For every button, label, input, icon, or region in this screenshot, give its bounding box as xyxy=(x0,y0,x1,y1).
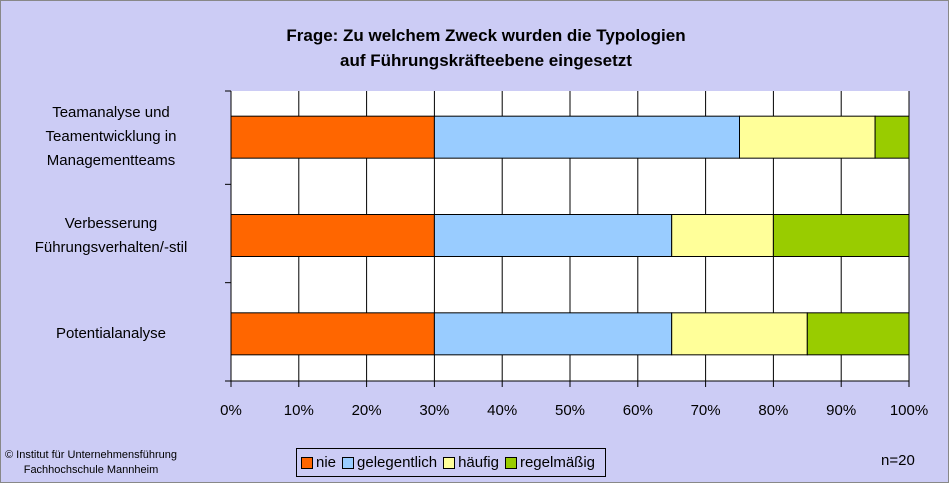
x-tick-label: 40% xyxy=(487,402,517,419)
bar-segment xyxy=(230,312,435,356)
x-tick-label: 20% xyxy=(352,402,382,419)
bar-segment xyxy=(739,115,876,159)
bar-segment xyxy=(874,115,910,159)
bar-segment xyxy=(671,312,808,356)
legend-swatch xyxy=(342,456,355,469)
legend-label: nie xyxy=(316,454,337,471)
legend-item: regelmäßig xyxy=(504,454,595,471)
x-tick-label: 0% xyxy=(220,402,242,419)
x-tick-label: 80% xyxy=(758,402,788,419)
legend-item: gelegentlich xyxy=(342,454,437,471)
x-tick-label: 100% xyxy=(890,402,928,419)
legend-label: häufig xyxy=(458,454,499,471)
x-tick-label: 70% xyxy=(691,402,721,419)
bar-segment xyxy=(433,312,673,356)
bar-segment xyxy=(671,214,774,257)
bar-segment xyxy=(433,115,740,159)
x-tick-label: 90% xyxy=(826,402,856,419)
x-tick-label: 30% xyxy=(419,402,449,419)
y-tick-label: Verbesserung Führungsverhalten/-stil xyxy=(34,214,188,256)
legend-swatch xyxy=(443,456,456,469)
y-tick-label: Potentialanalyse xyxy=(55,324,167,342)
x-tick-label: 10% xyxy=(284,402,314,419)
x-tick-label: 50% xyxy=(555,402,585,419)
bar-segment xyxy=(772,214,910,257)
bar-segment xyxy=(230,214,435,257)
source-note: © Institut für Unternehmensführung Fachh… xyxy=(5,449,177,476)
bar-segment xyxy=(230,115,435,159)
legend-item: nie xyxy=(301,454,336,471)
y-tick-label: Teamanalyse und Teamentwicklung in Manag… xyxy=(45,104,177,170)
x-tick-label: 60% xyxy=(623,402,653,419)
legend-label: gelegentlich xyxy=(357,454,438,471)
legend-item: häufig xyxy=(443,454,499,471)
legend: nie gelegentlich häufig regelmäßig xyxy=(296,448,606,477)
legend-swatch xyxy=(504,456,517,469)
legend-swatch xyxy=(301,456,313,469)
bar-segment xyxy=(433,214,673,257)
chart-title: Frage: Zu welchem Zweck wurden die Typol… xyxy=(286,26,686,70)
legend-label: regelmäßig xyxy=(519,454,595,471)
sample-size: n=20 xyxy=(881,452,915,469)
bar-segment xyxy=(806,312,910,356)
